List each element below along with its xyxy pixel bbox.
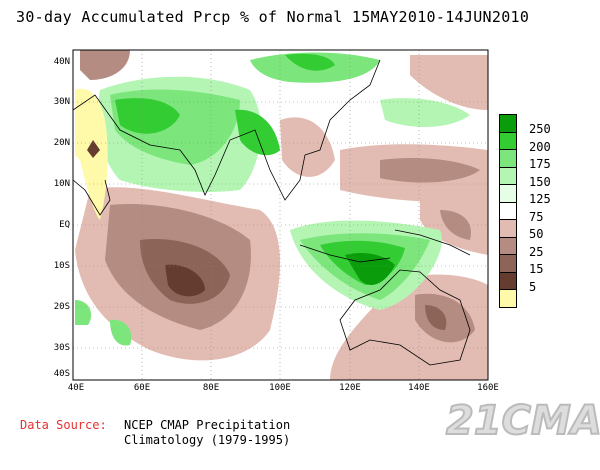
legend-swatch bbox=[500, 255, 516, 273]
legend-swatch bbox=[500, 220, 516, 238]
legend-swatch bbox=[500, 150, 516, 168]
lat-label: 10S bbox=[53, 261, 70, 271]
legend-swatch bbox=[500, 272, 516, 290]
legend-swatch bbox=[500, 290, 516, 308]
legend-label: 250 bbox=[529, 122, 551, 136]
lat-label: 10N bbox=[53, 179, 70, 189]
legend-swatch bbox=[500, 115, 516, 133]
lat-label: 40S bbox=[53, 369, 70, 379]
watermark-logo: 21CMA bbox=[445, 398, 600, 444]
lat-label: 30N bbox=[53, 97, 70, 107]
legend-label: 15 bbox=[529, 262, 544, 276]
legend-colorbar bbox=[499, 114, 517, 308]
lon-label: 100E bbox=[269, 383, 291, 393]
source-line: NCEP CMAP Precipitation bbox=[124, 418, 291, 432]
lat-label: 20S bbox=[53, 302, 70, 312]
legend-label: 5 bbox=[529, 279, 537, 294]
lon-label: 160E bbox=[477, 383, 499, 393]
legend-label: 25 bbox=[529, 244, 544, 259]
legend-label: 175 bbox=[529, 157, 551, 171]
legend-label: 125 bbox=[529, 192, 551, 206]
lon-label: 80E bbox=[202, 383, 220, 393]
lon-label: 60E bbox=[133, 383, 151, 393]
lat-label: 40N bbox=[53, 57, 70, 67]
source-line: Climatology (1979-1995) bbox=[124, 433, 291, 447]
data-source-text: NCEP CMAP Precipitation Climatology (197… bbox=[124, 418, 290, 448]
lon-label: 40E bbox=[67, 383, 85, 393]
legend-label: 75 bbox=[529, 209, 544, 224]
legend-swatch bbox=[500, 132, 516, 150]
legend-label: 50 bbox=[529, 227, 544, 241]
legend-swatch bbox=[500, 185, 516, 203]
lat-label: 20N bbox=[53, 138, 70, 148]
legend-swatch bbox=[500, 202, 516, 220]
data-source-label: Data Source: bbox=[20, 418, 107, 432]
lat-label: 30S bbox=[53, 343, 70, 353]
map-title: 30-day Accumulated Prcp % of Normal 15MA… bbox=[16, 8, 530, 26]
legend-label: 150 bbox=[529, 174, 551, 189]
legend-swatch bbox=[500, 237, 516, 255]
lon-label: 140E bbox=[408, 383, 430, 393]
coastlines bbox=[73, 59, 471, 366]
legend-label: 200 bbox=[529, 139, 551, 154]
lat-label: EQ bbox=[59, 220, 70, 230]
lon-label: 120E bbox=[339, 383, 361, 393]
legend-swatch bbox=[500, 167, 516, 185]
